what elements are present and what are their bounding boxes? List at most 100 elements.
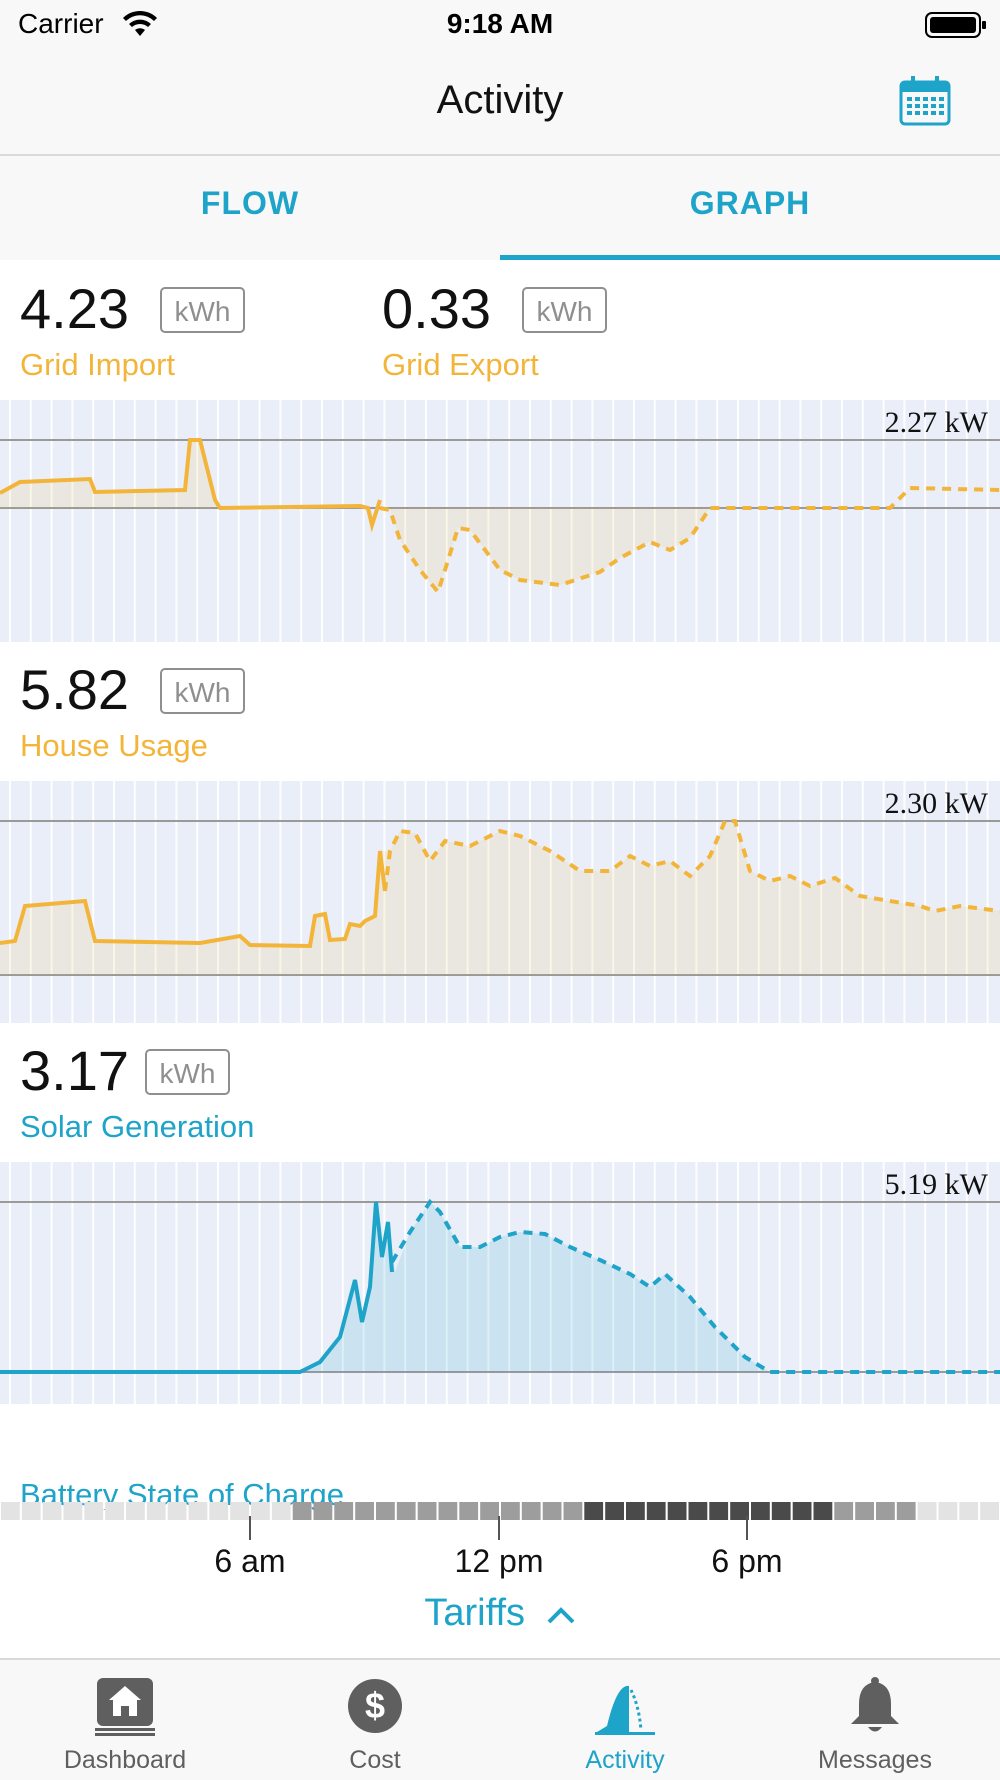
house-usage-chart: 2.30 kW bbox=[0, 781, 1000, 1023]
tariff-cell bbox=[563, 1502, 583, 1520]
tariff-bar bbox=[1, 1502, 999, 1520]
tariff-cell bbox=[42, 1502, 62, 1520]
tariff-cell bbox=[980, 1502, 999, 1520]
tariff-cell bbox=[501, 1502, 520, 1520]
grid-export-line bbox=[379, 485, 1000, 597]
time-tick-12pm: 12 pm bbox=[455, 1543, 544, 1579]
tab-activity[interactable]: Activity bbox=[500, 1660, 750, 1780]
tariff-cell bbox=[313, 1502, 333, 1520]
tariff-cell bbox=[605, 1502, 624, 1520]
tariff-cell bbox=[1, 1502, 20, 1520]
grid-export-area bbox=[380, 508, 710, 592]
tab-dashboard-label: Dashboard bbox=[63, 1746, 187, 1774]
tab-dashboard[interactable]: Dashboard bbox=[0, 1660, 250, 1780]
tariffs-label[interactable]: Tariffs bbox=[424, 1592, 526, 1634]
tariff-cell bbox=[792, 1502, 812, 1520]
bell-icon bbox=[851, 1677, 899, 1732]
solar-generation-line-solid bbox=[0, 1201, 394, 1374]
page-title: Activity bbox=[436, 78, 564, 122]
tariff-timeline[interactable]: 6 am 12 pm 6 pm bbox=[0, 1498, 1000, 1628]
tariff-cell bbox=[709, 1502, 729, 1520]
grid-import-value: 4.23 bbox=[20, 277, 129, 340]
tariff-cell bbox=[876, 1502, 895, 1520]
tariff-cell bbox=[813, 1502, 833, 1520]
tariff-cell bbox=[917, 1502, 937, 1520]
activity-icon bbox=[595, 1685, 655, 1735]
grid-import-unit: kWh bbox=[160, 287, 245, 333]
grid-export-value: 0.33 bbox=[382, 277, 491, 340]
wifi-icon bbox=[123, 10, 157, 36]
tariff-cell bbox=[688, 1502, 708, 1520]
tariff-cell bbox=[126, 1502, 145, 1520]
tariff-cell bbox=[834, 1502, 854, 1520]
navigation-bar: Activity bbox=[0, 52, 1000, 156]
tariffs-toggle[interactable]: Tariffs bbox=[0, 1592, 1000, 1635]
house-usage-line-solid bbox=[0, 850, 387, 949]
tariff-cell bbox=[626, 1502, 645, 1520]
carrier-label: Carrier bbox=[18, 8, 104, 39]
tariff-cell bbox=[667, 1502, 687, 1520]
house-usage-area bbox=[0, 821, 1000, 975]
tariff-cell bbox=[959, 1502, 979, 1520]
tariff-cell bbox=[855, 1502, 874, 1520]
tab-cost-label: Cost bbox=[349, 1746, 401, 1774]
grid-peak-label: 2.27 kW bbox=[885, 406, 989, 439]
tab-bar: Dashboard $ Cost Activity Messages bbox=[0, 1658, 1000, 1780]
tariff-cell bbox=[542, 1502, 562, 1520]
view-tabs: FLOW GRAPH bbox=[0, 156, 1000, 260]
grid-import-line bbox=[0, 438, 382, 533]
tariff-cell bbox=[251, 1502, 270, 1520]
tab-flow[interactable]: FLOW bbox=[200, 185, 300, 221]
tariff-cell bbox=[376, 1502, 395, 1520]
tariff-cell bbox=[271, 1502, 291, 1520]
tab-activity-label: Activity bbox=[585, 1746, 665, 1774]
calendar-icon[interactable] bbox=[898, 74, 952, 128]
solar-generation-unit: kWh bbox=[145, 1049, 230, 1095]
tariff-cell bbox=[771, 1502, 791, 1520]
grid-import-label: Grid Import bbox=[20, 347, 176, 382]
battery-icon bbox=[925, 12, 986, 38]
solar-peak-label: 5.19 kW bbox=[885, 1168, 989, 1201]
tariff-cell bbox=[146, 1502, 166, 1520]
solar-generation-area bbox=[300, 1202, 770, 1372]
tariff-cell bbox=[84, 1502, 104, 1520]
time-tick-6pm: 6 pm bbox=[711, 1543, 782, 1579]
solar-generation-label: Solar Generation bbox=[20, 1109, 255, 1144]
solar-generation-chart: 5.19 kW bbox=[0, 1162, 1000, 1404]
dollar-icon: $ bbox=[348, 1679, 402, 1733]
tab-messages[interactable]: Messages bbox=[750, 1660, 1000, 1780]
tariff-cell bbox=[730, 1502, 749, 1520]
tariff-cell bbox=[584, 1502, 604, 1520]
tariff-cell bbox=[438, 1502, 458, 1520]
tariff-cell bbox=[21, 1502, 41, 1520]
house-icon bbox=[95, 1678, 155, 1736]
tariff-cell bbox=[896, 1502, 916, 1520]
solar-generation-line-dashed bbox=[390, 1198, 1000, 1374]
house-usage-line-dashed bbox=[383, 819, 1000, 914]
svg-text:$: $ bbox=[365, 1685, 385, 1726]
tariff-cell bbox=[751, 1502, 770, 1520]
tariff-cell bbox=[355, 1502, 374, 1520]
tab-cost[interactable]: $ Cost bbox=[250, 1660, 500, 1780]
tariff-cell bbox=[521, 1502, 541, 1520]
house-usage-unit: kWh bbox=[160, 668, 245, 714]
tariff-cell bbox=[334, 1502, 354, 1520]
solar-generation-value: 3.17 bbox=[20, 1039, 129, 1102]
tariff-cell bbox=[459, 1502, 479, 1520]
tab-graph[interactable]: GRAPH bbox=[689, 185, 811, 221]
tariff-cell bbox=[396, 1502, 416, 1520]
tariff-cell bbox=[292, 1502, 312, 1520]
tariff-cell bbox=[167, 1502, 187, 1520]
house-usage-value: 5.82 bbox=[20, 658, 129, 721]
tariff-cell bbox=[209, 1502, 229, 1520]
tariff-cell bbox=[63, 1502, 83, 1520]
chevron-up-icon[interactable] bbox=[546, 1605, 576, 1625]
grid-chart: 2.27 kW bbox=[0, 400, 1000, 642]
house-peak-label: 2.30 kW bbox=[885, 787, 989, 820]
status-time: 9:18 AM bbox=[446, 8, 554, 39]
chart-gridlines bbox=[9, 400, 989, 642]
tariff-cell bbox=[480, 1502, 499, 1520]
house-usage-label: House Usage bbox=[20, 728, 208, 763]
tab-messages-label: Messages bbox=[818, 1746, 932, 1774]
tariff-cell bbox=[188, 1502, 208, 1520]
